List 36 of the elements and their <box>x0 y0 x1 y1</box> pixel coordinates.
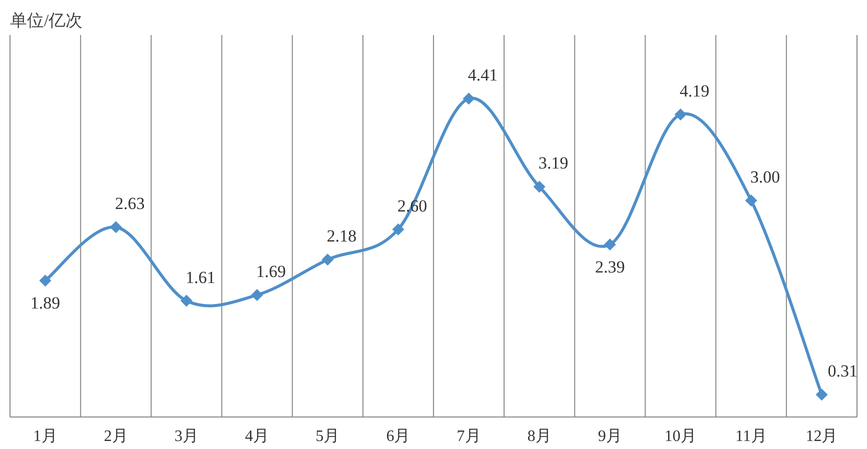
data-label: 3.00 <box>750 167 780 186</box>
x-tick-label: 7月 <box>456 428 481 445</box>
x-tick-label: 10月 <box>664 428 697 445</box>
point <box>322 254 334 266</box>
point <box>816 388 828 401</box>
point <box>462 92 475 105</box>
x-tick-label: 5月 <box>316 428 340 445</box>
data-label: 2.39 <box>595 257 625 276</box>
point <box>533 180 546 193</box>
y-axis-title: 单位/亿次 <box>10 11 83 30</box>
data-label: 4.41 <box>468 66 498 85</box>
data-label: 2.63 <box>115 194 145 214</box>
x-tick-label: 11月 <box>735 428 767 445</box>
x-tick-label: 9月 <box>598 428 622 445</box>
x-tick-label: 12月 <box>806 428 838 445</box>
data-label: 0.31 <box>828 362 858 381</box>
point <box>39 274 52 287</box>
point <box>180 294 192 307</box>
point <box>110 221 122 234</box>
data-label: 1.89 <box>30 294 60 313</box>
point <box>604 238 616 250</box>
data-label: 2.18 <box>326 226 356 246</box>
x-tick-label: 3月 <box>174 428 198 445</box>
data-label: 1.69 <box>256 262 286 282</box>
point <box>392 223 404 236</box>
point <box>745 194 758 206</box>
x-tick-label: 1月 <box>33 428 58 445</box>
data-label: 3.19 <box>538 154 568 173</box>
point <box>674 108 687 121</box>
point <box>251 289 264 302</box>
data-label: 1.61 <box>186 268 216 287</box>
x-tick-label: 8月 <box>527 428 552 445</box>
x-tick-label: 6月 <box>386 428 410 445</box>
x-tick-label: 2月 <box>104 428 128 445</box>
data-label: 4.19 <box>680 82 710 101</box>
x-tick-label: 4月 <box>245 428 270 445</box>
